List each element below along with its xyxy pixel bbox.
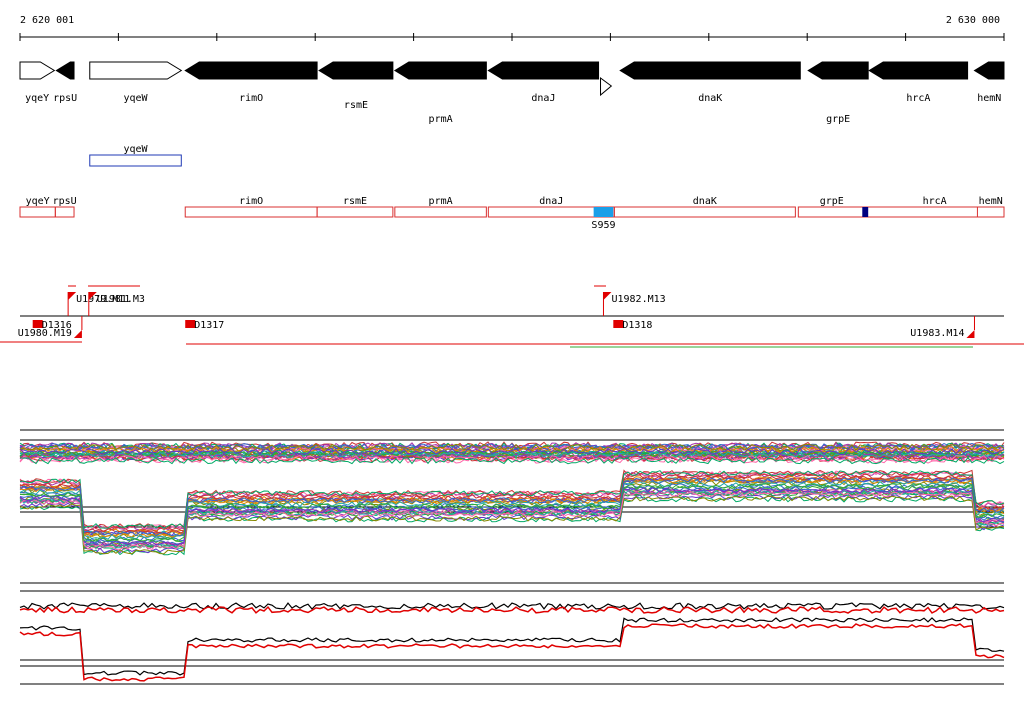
profile-line-lower: [19, 469, 1005, 530]
profile-line-lower: [19, 483, 1005, 542]
tss-label-D1317: D1317: [194, 320, 224, 331]
gene-arrow-hrcA[interactable]: [868, 61, 969, 80]
red-box-hrcA[interactable]: [864, 206, 1005, 218]
red-box-label-hrcA: hrcA: [923, 196, 947, 207]
red-box-label-prmA: prmA: [429, 196, 453, 207]
gene-label-hemN: hemN: [977, 93, 1001, 104]
gene-arrow-hemN[interactable]: [973, 61, 1005, 80]
gene-arrow-rpsU[interactable]: [55, 61, 75, 80]
feature-label-S959: S959: [591, 220, 615, 231]
expression-profiles-all: [19, 429, 1005, 556]
gene-arrow-dnaK[interactable]: [619, 61, 801, 80]
gene-arrow-yqeY[interactable]: [19, 61, 56, 80]
red-box-rsmE[interactable]: [316, 206, 394, 218]
red-box-dnaK[interactable]: [613, 206, 796, 218]
profile-line-upper: [19, 454, 1005, 463]
feature-S959[interactable]: [593, 207, 614, 217]
tss-marker[interactable]: [613, 320, 624, 328]
gene-label-rpsU: rpsU: [53, 93, 77, 104]
profile-line-lower: [19, 495, 1005, 555]
tss-label-U1980.M19: U1980.M19: [18, 328, 72, 339]
start-coordinate: 2 620 001: [20, 15, 74, 26]
gene-arrow-prmA[interactable]: [393, 61, 487, 80]
ruler-ticks: [19, 33, 1005, 41]
gene-label-hrcA: hrcA: [906, 93, 930, 104]
tss-label-U1982.M13: U1982.M13: [611, 294, 665, 305]
profile-line-red-upper: [19, 605, 1005, 614]
blue-box-label: yqeW: [123, 144, 148, 155]
red-box-label-dnaK: dnaK: [693, 196, 717, 207]
tss-marker[interactable]: [966, 330, 975, 338]
profile-line-lower: [19, 487, 1005, 546]
red-box-label-rpsU: rpsU: [53, 196, 77, 207]
profile-line-upper: [19, 456, 1005, 465]
red-box-label-yqeY: yqeY: [26, 196, 50, 207]
red-box-grpE[interactable]: [797, 206, 866, 218]
gene-arrow-unnamed[interactable]: [600, 77, 613, 97]
annotation-track-red: yqeY rpsU rimO rsmE prmA dnaJ dnaK grpE hrcA hemN…: [19, 196, 1005, 231]
gene-label-rimO: rimO: [239, 93, 263, 104]
gene-label-dnaK: dnaK: [698, 93, 722, 104]
gene-arrow-dnaJ[interactable]: [487, 61, 600, 80]
annotation-track-blue: yqeW: [89, 144, 182, 167]
gene-track: yqeY rpsU yqeW rimO rsmE prmA dnaJ dnaK grpE hrcA…: [19, 61, 1005, 125]
gene-label-prmA: prmA: [429, 114, 453, 125]
tss-marker[interactable]: [603, 292, 612, 300]
profile-line-lower: [20, 470, 1005, 529]
end-coordinate: 2 630 000: [946, 15, 1000, 26]
tss-label-U1981.M3: U1981.M3: [97, 294, 145, 305]
gene-label-dnaJ: dnaJ: [531, 93, 555, 104]
red-box-rimO[interactable]: [184, 206, 318, 218]
red-box-yqeY[interactable]: [19, 206, 56, 218]
red-box-label-dnaJ: dnaJ: [539, 196, 563, 207]
tss-marker[interactable]: [88, 292, 97, 300]
profile-line-upper: [19, 442, 1005, 451]
red-box-label-rsmE: rsmE: [343, 196, 367, 207]
tss-marker[interactable]: [68, 292, 77, 300]
tss-label-U1983.M14: U1983.M14: [910, 328, 964, 339]
gene-label-yqeW: yqeW: [123, 93, 148, 104]
tss-marker[interactable]: [73, 330, 82, 338]
tss-label-U1979.M11: U1979.M11: [76, 294, 130, 305]
profile-line-upper: [19, 454, 1005, 462]
expression-profiles-selected: [19, 582, 1005, 685]
gene-label-yqeY: yqeY: [25, 93, 49, 104]
red-box-prmA[interactable]: [394, 206, 487, 218]
profile-line-upper: [19, 449, 1005, 457]
tss-label-D1316: D1316: [42, 320, 72, 331]
red-box-rpsU[interactable]: [54, 206, 75, 218]
profile-line-upper: [20, 443, 1005, 452]
gene-label-grpE: grpE: [826, 114, 850, 125]
tss-marker[interactable]: [185, 320, 196, 328]
blue-box-yqeW[interactable]: [89, 154, 182, 167]
profile-line-black-upper: [19, 602, 1005, 610]
feature-marker[interactable]: [862, 207, 869, 217]
coordinate-ruler: 2 620 001 2 630 000: [19, 15, 1005, 41]
profile-line-upper: [19, 447, 1005, 456]
gene-arrow-rsmE[interactable]: [318, 61, 394, 80]
gene-arrow-rimO[interactable]: [184, 61, 318, 80]
red-box-label-grpE: grpE: [820, 196, 844, 207]
gene-arrow-yqeW[interactable]: [89, 61, 183, 80]
red-box-label-rimO: rimO: [239, 196, 263, 207]
tss-label-D1318: D1318: [622, 320, 652, 331]
red-box-label-hemN: hemN: [979, 196, 1003, 207]
profile-line-red-lower: [19, 623, 1005, 682]
red-box-hemN[interactable]: [976, 206, 1005, 218]
gene-label-rsmE: rsmE: [344, 100, 368, 111]
tss-marker[interactable]: [32, 320, 43, 328]
gene-arrow-grpE[interactable]: [807, 61, 869, 80]
